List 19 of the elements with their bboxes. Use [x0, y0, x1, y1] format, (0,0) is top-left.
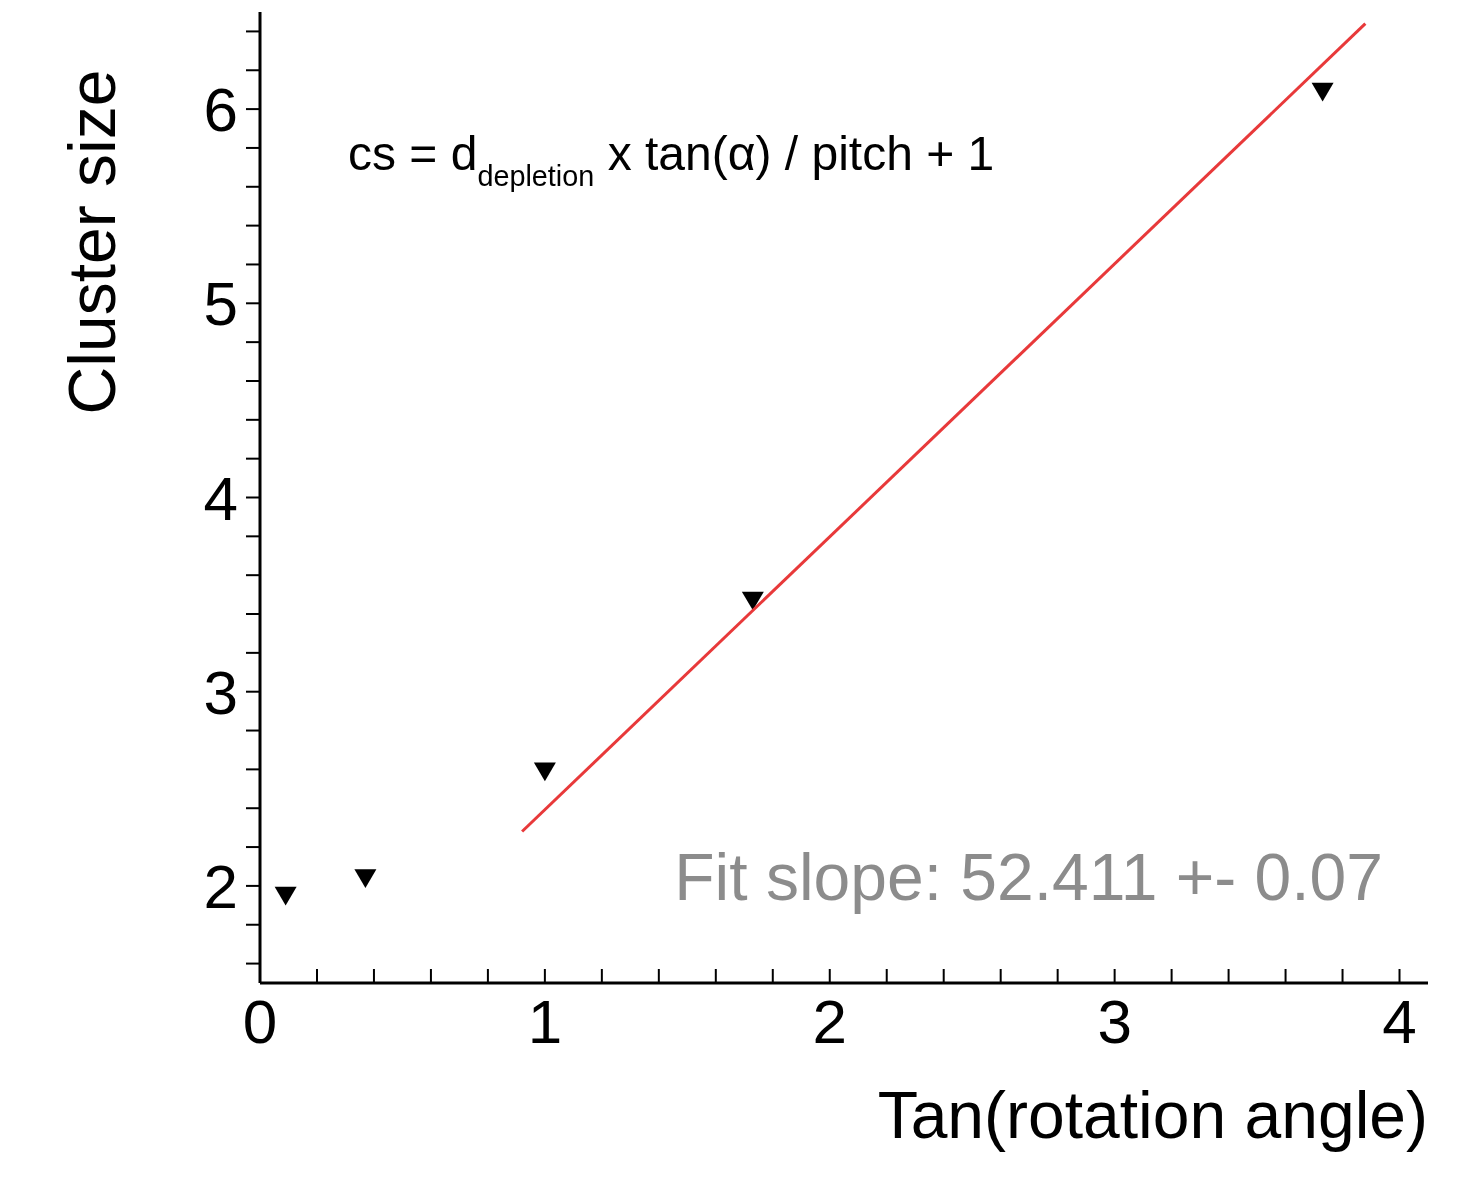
y-tick-label: 2 [203, 851, 238, 921]
x-tick-label: 4 [1382, 987, 1417, 1057]
y-tick-label: 4 [203, 463, 238, 533]
point [354, 869, 377, 889]
x-tick-label: 2 [812, 987, 847, 1057]
annotation: Fit slope: 52.411 +- 0.07 [674, 840, 1383, 914]
y-tick-label: 5 [203, 269, 238, 339]
x-tick-label: 1 [527, 987, 563, 1057]
point [274, 886, 297, 906]
point [1311, 82, 1334, 102]
y-tick-label: 6 [203, 75, 238, 145]
annotation: cs = d$_{depletion}$ x tan(α) / pitch + 1 [348, 127, 995, 192]
y-tick-label: 3 [203, 657, 238, 727]
point [533, 762, 556, 782]
x-axis-title: Tan(rotation angle) [877, 1078, 1428, 1152]
y-axis-title: Cluster size [54, 69, 129, 415]
x-tick-label: 3 [1097, 987, 1132, 1057]
point [741, 591, 764, 611]
x-tick-label: 0 [242, 987, 278, 1057]
